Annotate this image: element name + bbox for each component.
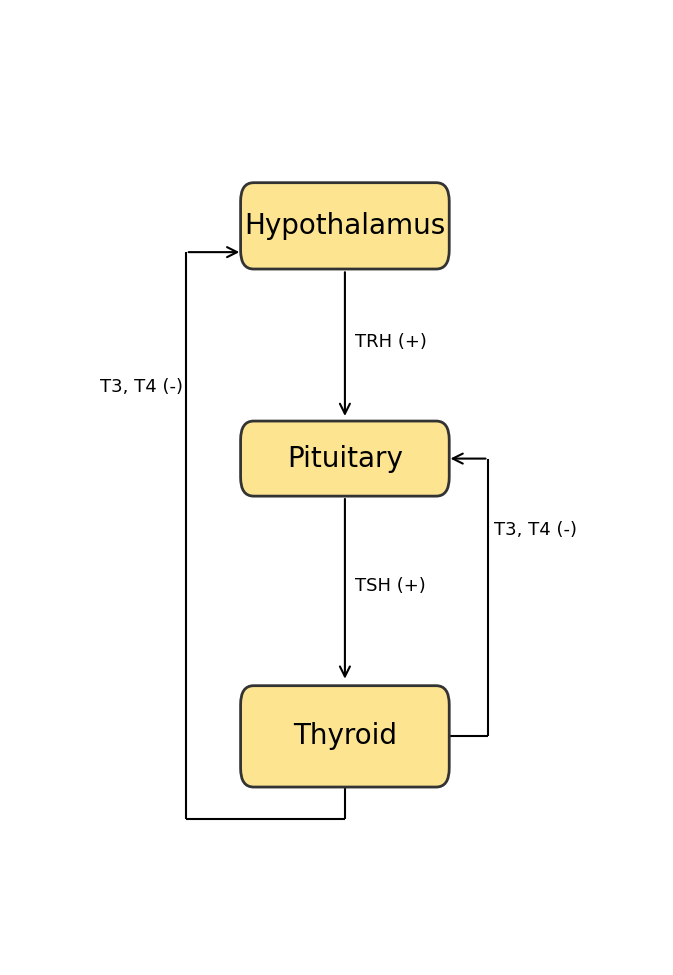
Text: T3, T4 (-): T3, T4 (-) <box>100 378 183 396</box>
Text: Pituitary: Pituitary <box>287 445 403 473</box>
FancyBboxPatch shape <box>241 182 450 269</box>
Text: Hypothalamus: Hypothalamus <box>244 212 446 240</box>
Text: TSH (+): TSH (+) <box>355 577 426 595</box>
FancyBboxPatch shape <box>241 685 450 787</box>
FancyBboxPatch shape <box>241 421 450 496</box>
Text: T3, T4 (-): T3, T4 (-) <box>493 521 577 539</box>
Text: TRH (+): TRH (+) <box>355 333 427 351</box>
Text: Thyroid: Thyroid <box>293 722 397 751</box>
